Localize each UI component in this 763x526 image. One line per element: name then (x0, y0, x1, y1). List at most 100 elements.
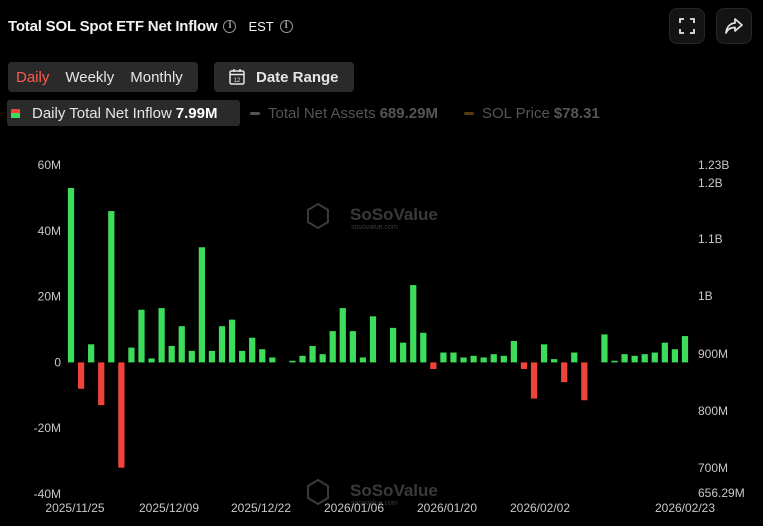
legend-swatch (11, 108, 20, 118)
inflow-bar (88, 344, 95, 363)
right-tick-label: 1.2B (698, 176, 723, 190)
date-range-label: Date Range (256, 68, 339, 86)
watermark-name: SoSoValue (350, 481, 438, 500)
timezone-info-icon[interactable]: i (279, 19, 293, 33)
watermark-logo-icon (307, 478, 329, 506)
inflow-bar (339, 308, 346, 363)
inflow-bar (289, 360, 296, 363)
inflow-bar (671, 349, 679, 363)
legend-swatch (464, 111, 474, 115)
inflow-bar (158, 308, 165, 363)
left-tick-label: -20M (34, 421, 61, 435)
calendar-icon-text: 12 (234, 78, 241, 84)
x-tick-label: 2026/01/06 (324, 501, 384, 515)
inflow-bar (631, 355, 638, 363)
inflow-bar (77, 362, 85, 389)
inflow-bar (470, 355, 477, 363)
inflow-bar (108, 211, 115, 363)
x-tick-label: 2026/02/23 (655, 501, 715, 515)
inflow-bar (510, 341, 517, 363)
legend-sol-price[interactable]: SOL Price $78.31 (458, 100, 600, 126)
x-tick-label: 2025/11/25 (45, 501, 104, 515)
inflow-bar (178, 326, 185, 363)
right-tick-label: 656.29M (698, 486, 745, 500)
bars (67, 188, 689, 468)
inflow-bar (389, 327, 397, 363)
legend-swatch (250, 111, 260, 115)
inflow-bar (561, 362, 568, 383)
tab-weekly[interactable]: Weekly (65, 68, 115, 86)
inflow-bar (249, 337, 256, 363)
inflow-bar (681, 336, 689, 363)
x-axis: 2025/11/25 2025/12/09 2025/12/22 2026/01/06… (45, 501, 715, 515)
right-tick-label: 800M (698, 404, 728, 418)
x-tick-label: 2026/02/02 (510, 501, 570, 515)
inflow-bar (530, 362, 538, 399)
inflow-bar (661, 342, 668, 363)
inflow-bar (641, 354, 648, 363)
inflow-bar (128, 347, 135, 363)
share-button[interactable] (716, 8, 752, 44)
left-tick-label: 20M (38, 290, 61, 304)
legend-total-net-assets[interactable]: Total Net Assets 689.29M (244, 100, 438, 126)
x-tick-label: 2026/01/20 (417, 501, 477, 515)
inflow-bar (118, 362, 125, 468)
inflow-bar (269, 357, 276, 363)
inflow-bar (349, 331, 356, 363)
watermark-site: sosovalue.com (351, 224, 398, 231)
inflow-bar (188, 350, 195, 363)
inflow-bar (239, 350, 246, 363)
inflow-bar (440, 352, 447, 363)
tab-daily[interactable]: Daily (16, 68, 50, 86)
inflow-bar (551, 359, 558, 363)
inflow-bar (400, 342, 407, 363)
inflow-bar (198, 247, 205, 363)
calendar-icon: 12 (229, 69, 245, 85)
timezone-label: EST (248, 18, 274, 34)
inflow-bar (460, 357, 467, 363)
inflow-bar (520, 362, 528, 369)
legend-value: 689.29M (379, 104, 438, 122)
inflow-bar (67, 188, 75, 363)
inflow-bar (420, 332, 427, 363)
share-icon (725, 18, 743, 34)
right-tick-label: 900M (698, 347, 728, 361)
date-range-button[interactable]: 12 Date Range (214, 62, 354, 92)
inflow-bar (138, 309, 145, 363)
left-tick-label: 60M (38, 158, 61, 172)
x-tick-label: 2025/12/22 (231, 501, 291, 515)
inflow-bar (611, 360, 618, 363)
inflow-bar (480, 357, 487, 363)
left-tick-label: 0 (54, 355, 61, 369)
right-tick-label: 1B (698, 289, 713, 303)
x-tick-label: 2025/12/09 (139, 501, 199, 515)
legend-value: 7.99M (175, 104, 218, 122)
inflow-bar (98, 362, 105, 406)
inflow-bar (228, 319, 236, 363)
watermark-site: sosovalue.com (351, 500, 398, 507)
inflow-bar (430, 362, 437, 369)
inflow-bar (168, 345, 175, 363)
inflow-bar (329, 331, 336, 363)
period-selector: Daily Weekly Monthly (8, 62, 198, 92)
inflow-bar (218, 326, 226, 363)
info-icon[interactable]: i (223, 19, 237, 33)
title-row: Total SOL Spot ETF Net Inflow i EST i (8, 14, 293, 38)
page-title: Total SOL Spot ETF Net Inflow (8, 17, 218, 35)
fullscreen-button[interactable] (669, 8, 705, 44)
inflow-bar (359, 357, 367, 363)
inflow-bar (621, 354, 628, 363)
inflow-bar (208, 350, 216, 363)
right-axis: 1.23B 1.2B 1.1B 1B 900M 800M 700M 656.29M (698, 158, 745, 500)
left-axis: 60M 40M 20M 0 -20M -40M (34, 158, 62, 501)
legend-daily-net-inflow[interactable]: Daily Total Net Inflow 7.99M (7, 100, 240, 126)
inflow-bar (540, 344, 548, 363)
tab-monthly[interactable]: Monthly (130, 68, 183, 86)
right-tick-label: 1.1B (698, 232, 723, 246)
inflow-bar (651, 352, 658, 363)
right-tick-label: 700M (698, 461, 728, 475)
inflow-bar (581, 362, 588, 401)
legend-name: SOL Price (482, 104, 550, 122)
inflow-bar (571, 352, 578, 363)
inflow-bar (500, 355, 507, 363)
